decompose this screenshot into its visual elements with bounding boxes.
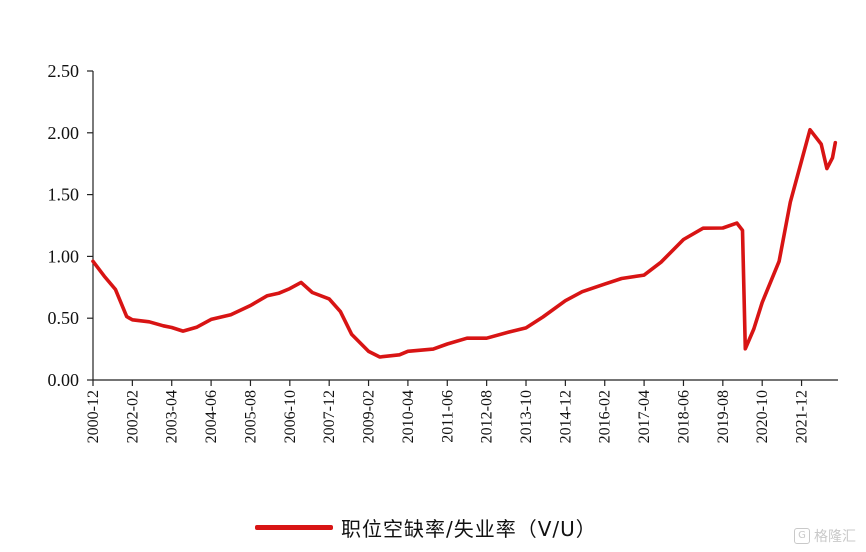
- legend: 职位空缺率/失业率（V/U）: [255, 512, 597, 542]
- x-tick-label: 2009-02: [361, 390, 378, 443]
- x-tick-label: 2007-12: [321, 390, 338, 443]
- x-tick-label: 2004-06: [203, 390, 220, 443]
- x-tick-label: 2016-02: [597, 390, 614, 443]
- x-tick-label: 2013-10: [518, 390, 535, 443]
- series-line-vu-ratio: [91, 127, 838, 359]
- y-tick-label: 0.00: [48, 370, 80, 390]
- x-tick-label: 2017-04: [636, 390, 653, 443]
- x-axis: 2000-12 2002-02 2003-04 2004-06 2005-08 2006-…: [85, 379, 838, 443]
- y-tick-label: 1.00: [48, 246, 80, 266]
- x-tick-label: 2010-04: [400, 390, 417, 443]
- y-tick-label: 2.50: [48, 61, 80, 81]
- legend-line-swatch: [255, 524, 333, 530]
- x-tick-label: 2000-12: [85, 390, 102, 443]
- x-tick-label: 2014-12: [557, 390, 574, 443]
- x-tick-label: 2012-08: [479, 390, 496, 443]
- watermark-text: 格隆汇: [814, 529, 856, 545]
- x-tick-label: 2018-06: [675, 390, 692, 443]
- series-layer: [91, 127, 838, 359]
- x-tick-label: 2021-12: [794, 390, 811, 443]
- x-tick-label: 2005-08: [242, 390, 259, 443]
- legend-label: 职位空缺率/失业率（V/U）: [341, 516, 597, 541]
- x-tick-label: 2002-02: [124, 390, 141, 443]
- y-tick-label: 1.50: [48, 185, 80, 205]
- x-tick-label: 2003-04: [164, 390, 181, 443]
- x-tick-label: 2020-10: [754, 390, 771, 443]
- x-tick-label: 2019-08: [715, 390, 732, 443]
- y-axis: 0.00 0.50 1.00 1.50 2.00 2.50: [48, 61, 94, 390]
- line-chart: 0.000.501.001.502.002.50 2000-12 2002-02 2…: [48, 61, 838, 443]
- watermark: G 格隆汇: [794, 526, 856, 546]
- y-tick-label: 0.50: [48, 308, 80, 328]
- x-tick-label: 2011-06: [439, 390, 456, 443]
- y-tick-label: 2.00: [48, 123, 80, 143]
- watermark-logo-icon: G: [794, 528, 810, 544]
- x-tick-label: 2006-10: [282, 390, 299, 443]
